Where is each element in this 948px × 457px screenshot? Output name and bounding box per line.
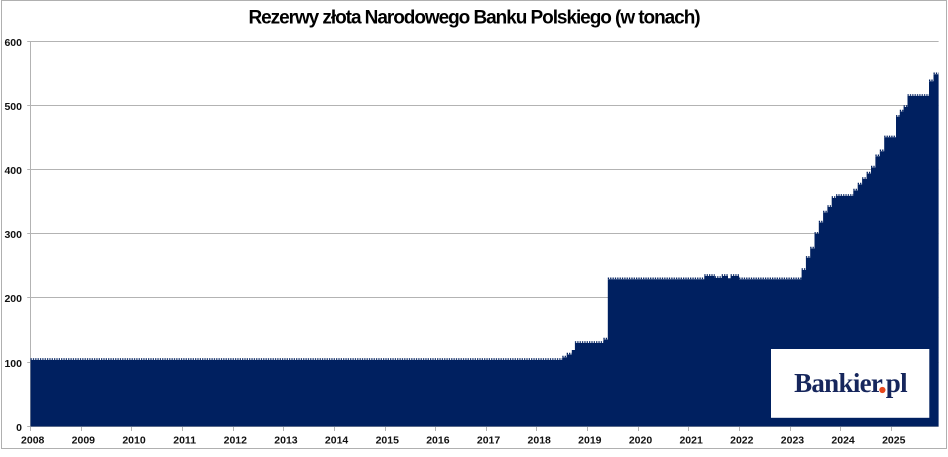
svg-text:200: 200 <box>4 293 22 305</box>
svg-text:2025: 2025 <box>882 435 906 447</box>
svg-text:Bankier.pl: Bankier.pl <box>794 368 908 398</box>
svg-text:300: 300 <box>4 229 22 241</box>
svg-text:600: 600 <box>4 37 22 49</box>
svg-text:2016: 2016 <box>426 435 450 447</box>
svg-text:2021: 2021 <box>679 435 703 447</box>
svg-text:2014: 2014 <box>325 435 349 447</box>
svg-text:2019: 2019 <box>578 435 602 447</box>
svg-text:2018: 2018 <box>528 435 552 447</box>
svg-text:2010: 2010 <box>122 435 146 447</box>
svg-text:400: 400 <box>4 165 22 177</box>
svg-text:2024: 2024 <box>831 435 855 447</box>
svg-text:500: 500 <box>4 101 22 113</box>
svg-text:2008: 2008 <box>21 435 45 447</box>
svg-text:2023: 2023 <box>781 435 805 447</box>
svg-text:2017: 2017 <box>477 435 501 447</box>
svg-text:100: 100 <box>4 358 22 370</box>
svg-text:2015: 2015 <box>376 435 400 447</box>
svg-text:2013: 2013 <box>274 435 298 447</box>
svg-text:0: 0 <box>16 422 22 434</box>
svg-text:Rezerwy złota Narodowego Banku: Rezerwy złota Narodowego Banku Polskiego… <box>248 8 700 29</box>
svg-text:2009: 2009 <box>72 435 96 447</box>
svg-text:2020: 2020 <box>629 435 653 447</box>
svg-text:2011: 2011 <box>173 435 196 447</box>
svg-text:2022: 2022 <box>730 435 754 447</box>
svg-text:2012: 2012 <box>224 435 248 447</box>
